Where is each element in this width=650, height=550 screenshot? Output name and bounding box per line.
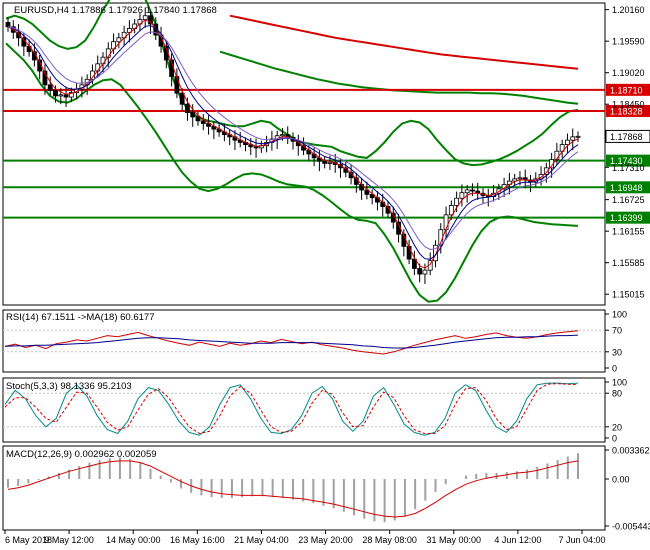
level-label-3: 1.16948 (610, 183, 643, 193)
candle-body (68, 92, 74, 98)
subpanel-tick-label: 0.00 (612, 475, 630, 485)
price-tick-label: 1.16725 (612, 195, 645, 205)
candle-body (322, 160, 328, 164)
candle-body (185, 103, 190, 113)
time-label: 14 May 00:00 (106, 535, 161, 545)
candle-body (253, 146, 259, 149)
level-tag-0 (606, 83, 650, 96)
stoch-header: Stoch(5,3,3) 98.1336 95.2103 (6, 381, 132, 392)
subpanel-tick-label: 0 (612, 364, 617, 374)
candle-body (179, 92, 185, 105)
candle-body (369, 193, 375, 199)
candle-body (280, 134, 285, 137)
level-tag-1 (606, 104, 650, 117)
stoch-series-1 (4, 383, 579, 435)
price-tick-label: 1.19020 (612, 68, 645, 78)
level-tag-3 (606, 181, 650, 194)
time-label: 4 Jun 12:00 (494, 535, 541, 545)
candle-body (195, 116, 201, 122)
subpanel-tick-label: 0 (612, 434, 617, 444)
candle-body (100, 56, 106, 65)
subpanel-tick-label: 20 (612, 422, 622, 432)
candle-body (543, 167, 549, 175)
time-label: 28 May 08:00 (362, 535, 417, 545)
candle-body (448, 205, 454, 216)
candle-body (148, 15, 153, 25)
candle-body (16, 31, 21, 39)
time-label: 23 May 20:00 (298, 535, 353, 545)
candle-body (5, 21, 11, 28)
price-tick-label: 1.20160 (612, 5, 645, 15)
candle-body (459, 192, 465, 199)
time-label: 31 May 00:00 (427, 535, 482, 545)
level-label-4: 1.16399 (610, 213, 643, 223)
symbol-header: EURUSD,H4 1.17886 1.17926 1.17840 1.1786… (14, 5, 217, 16)
subpanel-tick-label: 100 (612, 378, 627, 388)
moving-average-0 (229, 14, 579, 70)
candle-body (206, 123, 211, 127)
candle-body (512, 178, 518, 182)
candle-body (570, 136, 576, 141)
candle-body (417, 268, 423, 275)
price-tick-label: 1.16155 (612, 227, 645, 237)
candle-body (142, 15, 148, 20)
candle-body (411, 258, 417, 269)
subpanel-tick-label: 100 (612, 310, 627, 320)
rsi-series-0 (4, 330, 579, 355)
candle-body (153, 23, 159, 36)
subpanel-tick-label: 30 (612, 347, 622, 357)
time-label: 7 Jun 04:00 (558, 535, 605, 545)
time-label: 6 May 2018 (5, 535, 52, 545)
price-tick-label: 1.15015 (612, 290, 645, 300)
macd-header: MACD(12,26,9) 0.002962 0.002059 (6, 449, 157, 460)
candle-body (63, 94, 69, 98)
candle-body (464, 189, 470, 194)
candle-body (53, 89, 58, 97)
subpanel-tick-label: 70 (612, 326, 622, 336)
price-tick-label: 1.15585 (612, 258, 645, 268)
level-label-1: 1.18328 (610, 106, 643, 116)
level-label-2: 1.17430 (610, 156, 643, 166)
macd-signal-line (7, 460, 579, 518)
candle-body (58, 94, 64, 97)
stoch-series-0 (4, 382, 579, 436)
candle-body (517, 177, 523, 180)
rsi-panel-frame (2, 309, 606, 373)
current-price-label: 1.17868 (610, 132, 643, 142)
level-label-0: 1.18710 (610, 85, 643, 95)
rsi-series-1 (4, 334, 579, 349)
subpanel-tick-label: -0.005443 (612, 522, 650, 532)
time-label: 21 May 04:00 (234, 535, 289, 545)
subpanel-tick-label: 0.003362 (612, 446, 650, 456)
candle-body (190, 112, 196, 118)
time-label: 16 May 16:00 (170, 535, 225, 545)
candle-body (116, 37, 122, 43)
price-axis: 1.18710 1.18328 1.17430 1.16948 1.16399 1.201… (605, 5, 650, 300)
candle-body (42, 70, 48, 86)
time-label: 9 May 12:00 (44, 535, 94, 545)
rsi-header: RSI(14) 67.1511 ->MA(18) 60.6177 (6, 312, 154, 323)
level-tag-4 (606, 211, 650, 224)
candle-body (575, 135, 581, 138)
candle-body (470, 189, 475, 192)
candle-body (327, 161, 333, 164)
close-ma-2 (7, 26, 579, 251)
price-tick-label: 1.19590 (612, 37, 645, 47)
candle-body (126, 28, 132, 33)
close-ribbon (7, 19, 579, 269)
current-price-tag (605, 129, 650, 143)
candle-body (454, 197, 460, 206)
price-tick-label: 1.17310 (612, 163, 645, 173)
candle-body (422, 269, 428, 275)
subpanel-tick-label: 80 (612, 389, 622, 399)
candle-body (200, 120, 206, 124)
candle-body (47, 84, 53, 91)
bollinger-lower-band (5, 42, 579, 303)
price-tick-label: 1.18450 (612, 100, 645, 110)
candle-body (565, 139, 570, 145)
level-tag-2 (606, 154, 650, 167)
